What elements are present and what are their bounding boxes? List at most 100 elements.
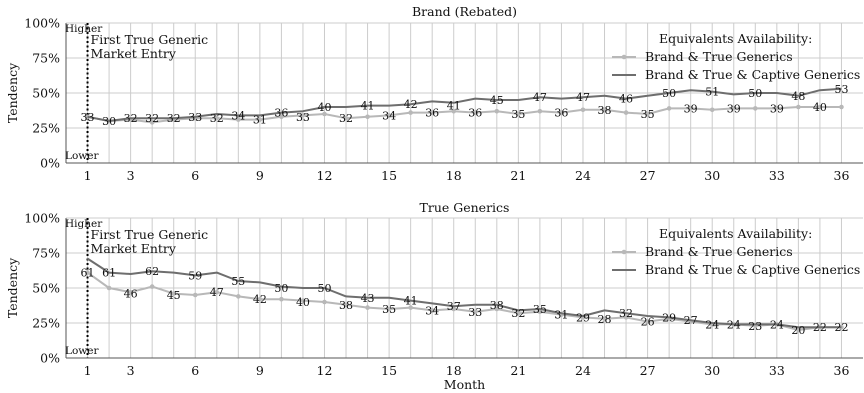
data-label: 24 bbox=[770, 318, 784, 331]
legend-swatch-marker bbox=[621, 249, 627, 255]
y-tick-label: 50% bbox=[32, 281, 60, 296]
legend-entry-label: Brand & True Generics bbox=[645, 244, 793, 259]
y-tick-label: 25% bbox=[32, 121, 60, 136]
series-point bbox=[408, 305, 413, 310]
data-label: 40 bbox=[813, 101, 827, 114]
data-label: 24 bbox=[705, 318, 719, 331]
legend-entry-label: Brand & True & Captive Generics bbox=[645, 262, 860, 277]
x-tick-label: 15 bbox=[381, 168, 397, 183]
data-label: 50 bbox=[317, 282, 331, 295]
series-point bbox=[300, 113, 306, 118]
y-tick-label: 0% bbox=[40, 351, 60, 366]
data-label: 36 bbox=[554, 107, 568, 120]
data-label: 38 bbox=[490, 299, 504, 312]
x-tick-label: 27 bbox=[640, 363, 656, 378]
data-label: 33 bbox=[81, 111, 95, 124]
data-label: 36 bbox=[274, 107, 288, 120]
x-tick-label: 18 bbox=[446, 168, 462, 183]
series-point bbox=[236, 294, 241, 299]
series-point bbox=[300, 298, 306, 303]
y-tick-label: 25% bbox=[32, 316, 60, 331]
series-point bbox=[731, 106, 737, 111]
series-point bbox=[623, 110, 629, 115]
series-point bbox=[322, 111, 327, 117]
series-point bbox=[279, 296, 284, 302]
series-point bbox=[494, 306, 500, 312]
series-point bbox=[537, 108, 543, 114]
data-label: 32 bbox=[167, 112, 181, 125]
data-label: 35 bbox=[533, 303, 547, 316]
x-tick-label: 1 bbox=[84, 168, 92, 183]
series-point bbox=[386, 113, 392, 118]
series-point bbox=[451, 108, 457, 114]
y-tick-label: 50% bbox=[32, 86, 60, 101]
series-point bbox=[602, 107, 607, 113]
data-label: 29 bbox=[576, 311, 590, 324]
data-label: 38 bbox=[339, 299, 353, 312]
series-point bbox=[645, 111, 650, 117]
series-point bbox=[257, 296, 263, 302]
series-point bbox=[472, 110, 478, 115]
data-label: 27 bbox=[684, 314, 698, 327]
data-label: 29 bbox=[662, 311, 676, 324]
legend-entry-label: Brand & True Generics bbox=[645, 49, 793, 64]
data-label: 34 bbox=[382, 109, 396, 122]
series-point bbox=[537, 309, 543, 315]
x-tick-label: 24 bbox=[575, 363, 591, 378]
data-label: 30 bbox=[102, 115, 116, 128]
data-label: 43 bbox=[361, 292, 375, 305]
series-point bbox=[688, 106, 693, 111]
x-tick-label: 9 bbox=[256, 168, 264, 183]
series-point bbox=[214, 289, 220, 295]
y-higher-label: Higher bbox=[65, 218, 103, 230]
data-label: 50 bbox=[748, 87, 762, 100]
legend-title: Equivalents Availability: bbox=[659, 226, 812, 241]
y-tick-label: 100% bbox=[24, 16, 60, 31]
series-point bbox=[192, 292, 198, 298]
data-label: 23 bbox=[748, 320, 762, 333]
series-point bbox=[322, 299, 327, 305]
data-label: 50 bbox=[662, 87, 676, 100]
data-label: 62 bbox=[145, 265, 159, 278]
panel-title: True Generics bbox=[420, 200, 510, 215]
data-label: 32 bbox=[124, 112, 138, 125]
market-entry-label-line1: First True Generic bbox=[91, 227, 209, 242]
series-point bbox=[559, 110, 564, 115]
y-tick-label: 100% bbox=[24, 211, 60, 226]
x-axis-label: Month bbox=[444, 377, 485, 392]
data-label: 61 bbox=[102, 267, 116, 280]
data-label: 46 bbox=[619, 93, 633, 106]
series-line-1 bbox=[87, 106, 842, 124]
x-tick-label: 1 bbox=[84, 363, 92, 378]
x-tick-label: 3 bbox=[127, 168, 135, 183]
data-label: 48 bbox=[791, 90, 805, 103]
series-point bbox=[214, 115, 220, 121]
x-tick-label: 9 bbox=[256, 363, 264, 378]
data-label: 36 bbox=[468, 107, 482, 120]
market-entry-label-line2: Market Entry bbox=[91, 46, 177, 61]
data-label: 26 bbox=[641, 316, 655, 329]
series-point bbox=[128, 289, 133, 295]
series-point bbox=[279, 114, 284, 120]
data-label: 22 bbox=[834, 321, 848, 334]
x-tick-label: 24 bbox=[575, 168, 591, 183]
data-label: 31 bbox=[554, 309, 568, 322]
series-line-2 bbox=[86, 257, 842, 329]
data-label: 47 bbox=[576, 91, 590, 104]
data-label: 47 bbox=[533, 91, 547, 104]
data-label: 33 bbox=[296, 111, 310, 124]
data-label: 20 bbox=[791, 324, 805, 337]
data-label: 35 bbox=[641, 108, 655, 121]
market-entry-label-line2: Market Entry bbox=[91, 241, 177, 256]
chart-panel-2: 0%25%50%75%100%1 3 6 9 12 15 18 21 24 27 30 33 36Tru… bbox=[5, 200, 863, 392]
y-lower-label: Lower bbox=[65, 345, 99, 357]
data-label: 47 bbox=[210, 286, 224, 299]
data-label: 46 bbox=[124, 288, 138, 301]
data-label: 41 bbox=[361, 100, 375, 113]
series-point bbox=[709, 107, 715, 113]
data-label: 45 bbox=[490, 94, 504, 107]
y-tick-label: 0% bbox=[40, 156, 60, 171]
series-point bbox=[839, 104, 844, 110]
data-label: 33 bbox=[468, 306, 482, 319]
y-higher-label: Higher bbox=[65, 23, 103, 35]
